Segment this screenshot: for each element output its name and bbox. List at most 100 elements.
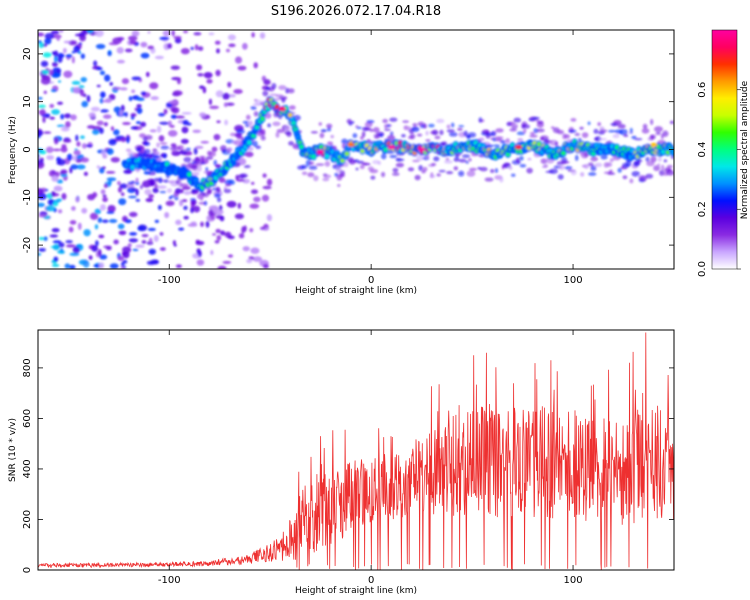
- heatmap-cell: [192, 171, 200, 176]
- heatmap-cell: [152, 148, 158, 153]
- heatmap-cell: [41, 69, 50, 75]
- heatmap-cell: [128, 96, 133, 102]
- heatmap-cell: [661, 149, 666, 155]
- heatmap-cell: [407, 167, 415, 172]
- heatmap-cell: [215, 164, 222, 169]
- heatmap-cell: [117, 186, 123, 193]
- heatmap-cell: [233, 139, 243, 146]
- heatmap-cell: [666, 164, 673, 169]
- heatmap-cell: [70, 114, 77, 121]
- heatmap-cell: [113, 129, 120, 136]
- heatmap-cell: [96, 84, 101, 88]
- heatmap-cell: [125, 148, 132, 152]
- heatmap-cell: [147, 227, 156, 232]
- heatmap-cell: [227, 81, 232, 88]
- heatmap-cell: [513, 117, 522, 123]
- heatmap-cell: [197, 250, 202, 258]
- heatmap-cell: [140, 41, 148, 48]
- heatmap-cell: [543, 164, 549, 168]
- heatmap-cell: [366, 120, 375, 124]
- heatmap-cell: [96, 120, 104, 126]
- heatmap-cell: [395, 162, 405, 168]
- heatmap-cell: [122, 246, 132, 254]
- heatmap-cell: [439, 129, 444, 136]
- heatmap-cell: [71, 56, 75, 64]
- heatmap-cell: [671, 150, 674, 155]
- heatmap-cell: [94, 208, 102, 215]
- heatmap-cell: [370, 175, 376, 180]
- heatmap-cell: [245, 151, 254, 158]
- heatmap-cell: [103, 245, 112, 249]
- heatmap-cell: [650, 119, 654, 125]
- heatmap-cell: [127, 243, 132, 248]
- heatmap-cell: [108, 219, 118, 224]
- heatmap-cell: [172, 240, 177, 246]
- heatmap-cell: [642, 123, 648, 129]
- snr-y-ticks: 0 200 400 600 800: [22, 358, 674, 573]
- heatmap-cell: [38, 188, 44, 195]
- heatmap-cell: [75, 196, 80, 203]
- heatmap-cell: [655, 131, 661, 136]
- heatmap-cell: [631, 171, 641, 177]
- heatmap-cell: [126, 136, 130, 144]
- heatmap-cell: [148, 248, 156, 255]
- heatmap-cell: [190, 198, 196, 202]
- heatmap-cell: [63, 70, 73, 78]
- heatmap-cell: [52, 244, 60, 251]
- heatmap-cell: [128, 238, 139, 243]
- heatmap-cell: [117, 180, 121, 186]
- heatmap-cell: [213, 133, 221, 141]
- heatmap-cell: [199, 85, 205, 90]
- heatmap-cell: [558, 164, 565, 171]
- heatmap-cell: [313, 175, 319, 182]
- heatmap-cell: [259, 226, 266, 230]
- heatmap-cell: [195, 64, 203, 71]
- heatmap-cell: [517, 138, 524, 141]
- heatmap-cell: [44, 37, 52, 45]
- heatmap-cell: [149, 129, 157, 133]
- heatmap-cell: [131, 30, 140, 37]
- heatmap-cell: [190, 46, 194, 50]
- heatmap-hotspot: [317, 149, 325, 154]
- heatmap-cell: [108, 138, 117, 146]
- heatmap-cell: [211, 146, 218, 152]
- heatmap-cell: [389, 154, 398, 159]
- heatmap-cell: [233, 88, 243, 95]
- heatmap-cell: [239, 173, 248, 179]
- heatmap-cell: [72, 246, 80, 254]
- heatmap-cell: [150, 259, 160, 265]
- heatmap-cell: [127, 35, 138, 41]
- heatmap-cell: [53, 137, 59, 145]
- heatmap-cell: [187, 223, 198, 227]
- heatmap-cell: [71, 80, 81, 85]
- heatmap-cell: [561, 150, 566, 156]
- x-tick-label: 0: [368, 575, 374, 586]
- heatmap-cell: [433, 156, 440, 162]
- heatmap-cell: [529, 132, 535, 135]
- heatmap-cell: [61, 192, 67, 200]
- heatmap-cell: [228, 43, 236, 48]
- heatmap-cell: [253, 62, 258, 69]
- heatmap-cell: [587, 162, 594, 167]
- heatmap-cell: [150, 96, 159, 101]
- heatmap-cell: [285, 125, 291, 132]
- heatmap-cell: [157, 204, 162, 211]
- heatmap-cell: [564, 166, 573, 170]
- heatmap-cell: [446, 129, 455, 133]
- heatmap-cell: [579, 126, 584, 130]
- heatmap-cell: [180, 183, 189, 187]
- heatmap-cell: [59, 30, 64, 34]
- heatmap-cell: [127, 151, 136, 158]
- heatmap-cell: [351, 121, 355, 124]
- heatmap-cell: [200, 197, 204, 201]
- heatmap-cell: [327, 127, 332, 132]
- heatmap-cell: [110, 126, 115, 131]
- heatmap-cell: [607, 162, 613, 167]
- heatmap-cell: [275, 131, 280, 138]
- heatmap-cell: [75, 159, 82, 163]
- heatmap-cell: [97, 217, 103, 223]
- heatmap-cell: [43, 90, 47, 94]
- heatmap-cell: [124, 112, 128, 117]
- heatmap-cell: [557, 174, 564, 180]
